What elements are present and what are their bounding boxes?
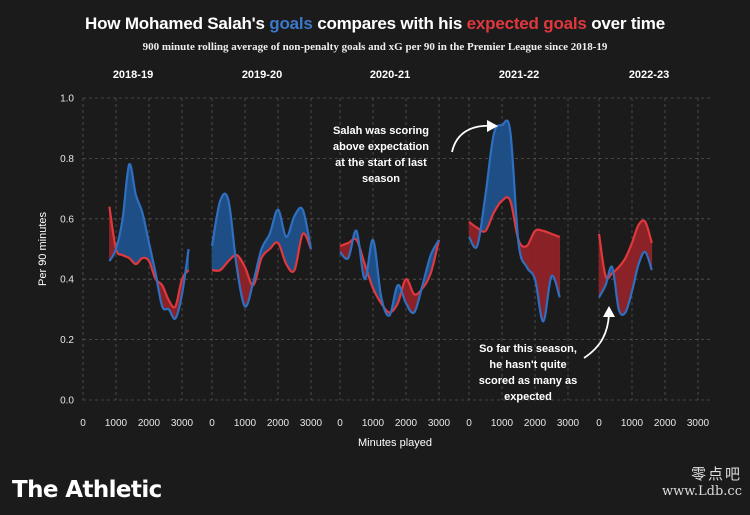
label-layer: 0.0 0.2 0.4 0.6 0.8 1.0 Per 90 minutes Minutes …	[37, 69, 710, 449]
chart-title: How Mohamed Salah's goals compares with …	[0, 14, 750, 34]
x-tick-label: 1000	[621, 418, 644, 429]
x-tick-label: 3000	[300, 418, 323, 429]
annotation-1-line: at the start of last	[335, 157, 427, 169]
x-tick-label: 3000	[687, 418, 710, 429]
the-athletic-logo: The Athletic	[12, 477, 162, 503]
x-tick-label: 2000	[395, 418, 418, 429]
annotation-1-arrowhead	[487, 120, 498, 132]
season-label: 2019-20	[242, 69, 282, 81]
watermark-url: www.Ldb.cc	[662, 484, 742, 499]
x-tick-label: 0	[466, 418, 472, 429]
y-tick-label: 0.8	[60, 154, 74, 165]
goals-line-2021-22	[468, 119, 561, 323]
x-tick-label: 0	[80, 418, 86, 429]
title-goals: goals	[269, 14, 313, 33]
grid-layer	[82, 97, 712, 401]
title-suffix: over time	[586, 14, 665, 33]
annotation-1-line: Salah was scoring	[333, 125, 429, 137]
xg-line-2019-20	[211, 232, 313, 287]
x-tick-label: 1000	[234, 418, 257, 429]
annotation-2-line: So far this season,	[479, 343, 577, 355]
season-label: 2022-23	[629, 69, 669, 81]
xg-line-2021-22	[468, 196, 561, 248]
y-tick-label: 0.6	[60, 214, 74, 225]
watermark: 零点吧 www.Ldb.cc	[652, 466, 742, 500]
season-label: 2020-21	[370, 69, 410, 81]
season-label: 2021-22	[499, 69, 539, 81]
goals-line-2019-20	[210, 192, 313, 308]
x-tick-label: 3000	[428, 418, 451, 429]
season-label: 2018-19	[113, 69, 153, 81]
x-tick-label: 3000	[557, 418, 580, 429]
x-tick-label: 2000	[654, 418, 677, 429]
annotation-2-line: he hasn't quite	[489, 359, 566, 371]
annotation-2-arrow	[583, 313, 610, 359]
x-tick-label: 2000	[138, 418, 161, 429]
x-axis-label: Minutes played	[358, 437, 432, 449]
x-tick-label: 0	[596, 418, 602, 429]
annotation-1-line: season	[362, 173, 400, 185]
x-tick-label: 1000	[362, 418, 385, 429]
x-tick-label: 1000	[105, 418, 128, 429]
y-tick-label: 0.0	[60, 396, 74, 407]
x-tick-label: 0	[209, 418, 215, 429]
small-multiples-chart: 0.0 0.2 0.4 0.6 0.8 1.0 Per 90 minutes Minutes …	[37, 69, 712, 449]
title-xg: expected goals	[466, 14, 587, 33]
y-axis-label: Per 90 minutes	[37, 212, 49, 286]
x-tick-label: 0	[337, 418, 343, 429]
x-tick-label: 2000	[267, 418, 290, 429]
goals-line-2022-23	[598, 250, 653, 316]
annotation-2-line: scored as many as	[479, 375, 577, 387]
goals-line-2018-19	[108, 163, 190, 320]
x-tick-label: 1000	[491, 418, 514, 429]
y-tick-label: 0.2	[60, 335, 74, 346]
x-tick-label: 3000	[171, 418, 194, 429]
title-middle: compares with his	[312, 14, 467, 33]
annotation-1-line: above expectation	[333, 141, 429, 153]
x-tick-label: 2000	[524, 418, 547, 429]
y-tick-label: 0.4	[60, 275, 74, 286]
xg-line-2018-19	[108, 206, 190, 309]
line-layer	[108, 119, 653, 323]
watermark-cn: 零点吧	[690, 465, 742, 483]
annotation-2-line: expected	[504, 391, 552, 403]
annotation-2-arrowhead	[603, 306, 615, 317]
y-tick-label: 1.0	[60, 94, 74, 105]
chart-subtitle: 900 minute rolling average of non-penalt…	[142, 41, 608, 53]
goals-line-2020-21	[339, 229, 440, 317]
title-prefix: How Mohamed Salah's	[85, 14, 270, 33]
annotation-layer: Salah was scoring above expectation at the…	[333, 120, 615, 403]
